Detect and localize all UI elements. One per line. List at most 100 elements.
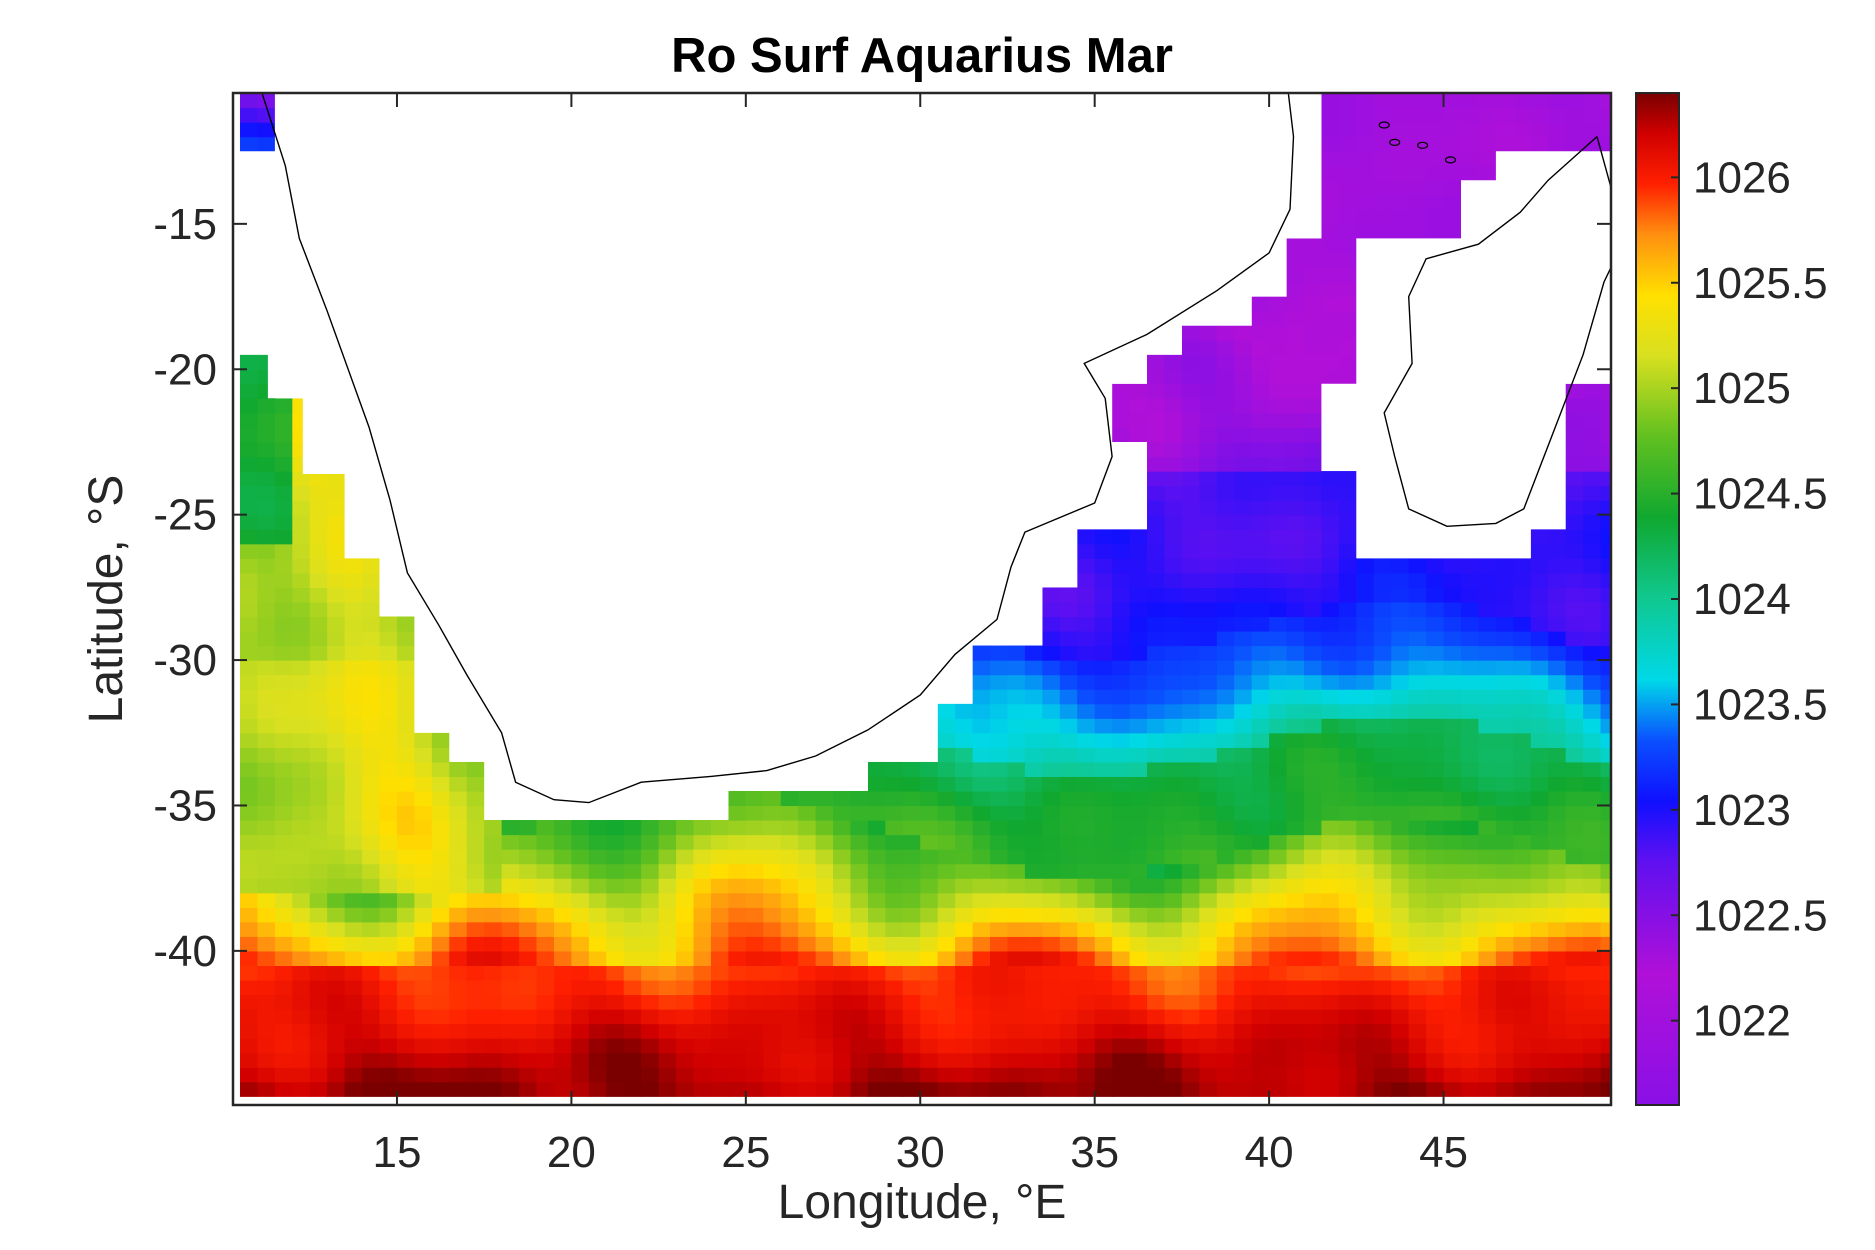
heatmap-cell — [867, 892, 886, 908]
heatmap-cell — [274, 703, 293, 719]
heatmap-cell — [274, 1038, 293, 1054]
heatmap-cell — [1112, 863, 1131, 879]
heatmap-cell — [1216, 994, 1235, 1010]
heatmap-cell — [867, 790, 886, 807]
x-tick-label: 30 — [896, 1128, 945, 1177]
heatmap-cell — [431, 994, 450, 1010]
heatmap-cell — [1269, 1009, 1288, 1025]
heatmap-cell — [1408, 1038, 1427, 1054]
heatmap-cell — [1164, 412, 1183, 429]
heatmap-cell — [1304, 994, 1323, 1010]
heatmap-cell — [1007, 761, 1026, 777]
heatmap-cell — [833, 994, 852, 1010]
heatmap-cell — [972, 907, 991, 923]
heatmap-cell — [292, 732, 311, 748]
heatmap-cell — [379, 1052, 398, 1068]
heatmap-cell — [1338, 732, 1357, 748]
heatmap-cell — [239, 849, 259, 865]
heatmap-cell — [1338, 849, 1357, 865]
heatmap-cell — [1147, 471, 1166, 487]
heatmap-cell — [1024, 936, 1043, 952]
heatmap-cell — [431, 950, 450, 967]
heatmap-cell — [1391, 689, 1410, 705]
heatmap-cell — [1408, 616, 1427, 632]
heatmap-cell — [1600, 1038, 1611, 1054]
heatmap-cell — [1112, 790, 1131, 807]
heatmap-cell — [466, 1023, 485, 1039]
heatmap-cell — [466, 863, 485, 879]
heatmap-cell — [1181, 994, 1200, 1010]
heatmap-cell — [1565, 892, 1584, 908]
heatmap-cell — [1600, 471, 1611, 487]
heatmap-cell — [1077, 820, 1096, 836]
heatmap-cell — [501, 921, 520, 937]
heatmap-cell — [1181, 456, 1200, 472]
heatmap-cell — [1234, 1081, 1253, 1097]
heatmap-cell — [292, 587, 311, 603]
heatmap-cell — [257, 412, 276, 429]
heatmap-cell — [658, 863, 677, 879]
heatmap-cell — [1059, 979, 1078, 996]
heatmap-cell — [1286, 776, 1305, 792]
heatmap-cell — [1408, 761, 1427, 777]
heatmap-cell — [1199, 921, 1218, 937]
heatmap-cell — [1234, 878, 1253, 894]
heatmap-cell — [955, 776, 974, 792]
heatmap-cell — [1042, 805, 1061, 821]
heatmap-cell — [1286, 703, 1305, 719]
heatmap-cell — [1077, 747, 1096, 763]
heatmap-cell — [274, 747, 293, 763]
heatmap-cell — [1216, 1009, 1235, 1025]
heatmap-cell — [274, 572, 293, 588]
heatmap-cell — [1042, 878, 1061, 894]
heatmap-cell — [815, 994, 834, 1010]
heatmap-cell — [1408, 703, 1427, 719]
heatmap-cell — [693, 1067, 712, 1083]
heatmap-cell — [1129, 383, 1148, 399]
heatmap-cell — [239, 718, 259, 734]
heatmap-cell — [1216, 630, 1235, 647]
heatmap-cell — [1391, 994, 1410, 1010]
heatmap-cell — [763, 1038, 782, 1054]
heatmap-cell — [1530, 558, 1549, 574]
heatmap-cell — [1338, 558, 1357, 574]
heatmap-cell — [972, 994, 991, 1010]
heatmap-cell — [449, 1052, 468, 1068]
heatmap-cell — [484, 1052, 503, 1068]
heatmap-cell — [1147, 543, 1166, 559]
heatmap-cell — [571, 921, 590, 937]
heatmap-cell — [1321, 892, 1340, 908]
heatmap-cell — [1513, 994, 1532, 1010]
heatmap-cell — [1147, 412, 1166, 429]
heatmap-cell — [1129, 1052, 1148, 1068]
heatmap-cell — [519, 994, 538, 1010]
heatmap-cell — [1565, 441, 1584, 458]
heatmap-cell — [1478, 93, 1497, 109]
heatmap-cell — [449, 849, 468, 865]
heatmap-cell — [1147, 761, 1166, 777]
heatmap-cell — [815, 863, 834, 879]
heatmap-cell — [676, 1067, 695, 1083]
heatmap-cell — [362, 979, 381, 996]
heatmap-cell — [1495, 1009, 1514, 1025]
heatmap-cell — [1042, 921, 1061, 937]
heatmap-cell — [379, 761, 398, 777]
heatmap-cell — [1164, 1009, 1183, 1025]
heatmap-cell — [257, 427, 276, 443]
heatmap-cell — [606, 979, 625, 996]
heatmap-cell — [292, 834, 311, 850]
heatmap-cell — [1321, 718, 1340, 734]
heatmap-cell — [1251, 921, 1270, 937]
heatmap-cell — [588, 834, 607, 850]
heatmap-cell — [1495, 979, 1514, 996]
heatmap-cell — [1338, 703, 1357, 719]
heatmap-cell — [1304, 601, 1323, 618]
heatmap-cell — [1583, 820, 1602, 836]
heatmap-cell — [1164, 485, 1183, 501]
heatmap-cell — [1530, 93, 1549, 109]
heatmap-cell — [1164, 834, 1183, 850]
heatmap-cell — [1356, 194, 1375, 210]
heatmap-cell — [606, 936, 625, 952]
heatmap-cell — [1216, 863, 1235, 879]
heatmap-cell — [745, 1009, 764, 1025]
